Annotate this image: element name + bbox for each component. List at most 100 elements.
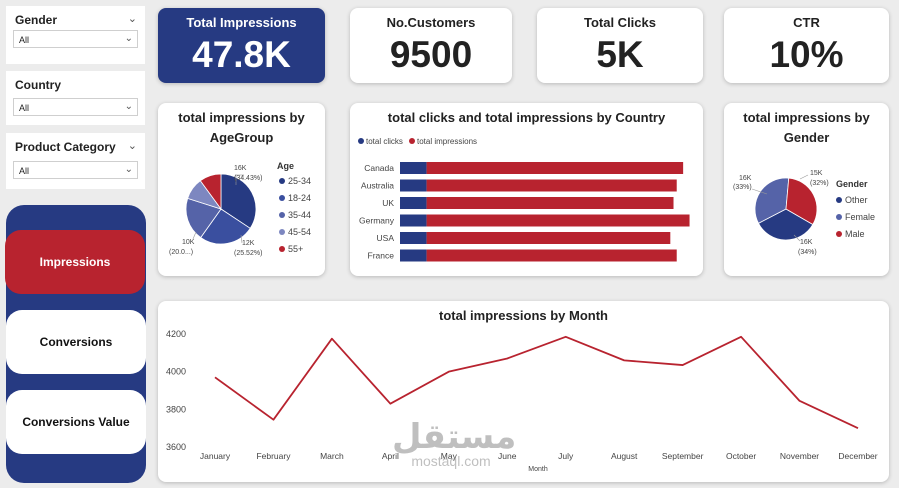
gender-legend-marker — [836, 197, 842, 203]
product-category-select[interactable]: All ⌄ — [13, 161, 138, 179]
conversions-value-nav-button[interactable]: Conversions Value — [6, 390, 146, 454]
legend-label: total impressions — [417, 137, 477, 146]
country-bar-total-impressions[interactable] — [426, 232, 671, 244]
x-axis-title: Month — [528, 466, 548, 473]
country-bar-total-clicks[interactable] — [400, 214, 427, 227]
month-line-chart: 3600 3800 4000 4200 January February March Apri… — [166, 329, 878, 473]
age-data-label-value: 10K — [182, 239, 195, 246]
legend-marker-clicks — [358, 138, 364, 144]
watermark-arabic: مستقل — [392, 417, 517, 457]
month-series-line — [214, 335, 859, 429]
kpi-total-impressions: Total Impressions 47.8K — [158, 8, 325, 83]
gender-data-label-pct: (32%) — [810, 180, 829, 187]
gender-data-label-pct: (33%) — [733, 184, 752, 191]
country-tick-label: France — [368, 251, 395, 261]
x-tick-label: April — [382, 451, 399, 461]
gender-slicer[interactable]: Gender ⌄ All ⌄ — [6, 6, 145, 64]
age-slice-18-24[interactable] — [200, 208, 251, 245]
age-slice-55+[interactable] — [199, 173, 222, 211]
x-tick-label: October — [726, 451, 756, 461]
age-legend-marker — [279, 178, 285, 184]
kpi-value: 9500 — [389, 34, 473, 75]
age-slice-35-44[interactable] — [185, 197, 222, 239]
country-bar-total-impressions[interactable] — [426, 179, 677, 192]
conversions-value-nav-label: Conversions Value — [22, 415, 130, 429]
legend-label: total clicks — [366, 137, 403, 146]
country-bar-total-impressions[interactable] — [426, 249, 677, 262]
age-legend-label: 45-54 — [288, 227, 311, 237]
x-tick-label: March — [320, 451, 344, 461]
country-bar-total-clicks[interactable] — [400, 162, 427, 174]
country-bar-total-impressions[interactable] — [426, 162, 684, 174]
impressions-nav-label: Impressions — [39, 255, 111, 269]
country-chart-card: total clicks and total impressions by Co… — [350, 103, 703, 276]
gender-chart-card: total impressions by Gender 16K (33%) 15… — [724, 103, 889, 276]
chart-title: total impressions by Gender — [724, 108, 889, 148]
chart-title-line: total impressions by — [178, 110, 305, 125]
age-data-label-value: 12K — [242, 240, 255, 247]
country-select-value: All — [19, 103, 30, 113]
conversions-nav-button[interactable]: Conversions — [6, 310, 146, 374]
country-tick-label: Germany — [359, 216, 395, 226]
gender-data-label-value: 16K — [739, 175, 752, 182]
kpi-value: 5K — [596, 34, 644, 75]
x-tick-label: May — [441, 451, 458, 461]
x-tick-label: January — [200, 451, 231, 461]
x-tick-label: December — [838, 451, 877, 461]
country-tick-label: UK — [382, 198, 394, 208]
product-category-slicer[interactable]: Product Category ⌄ All ⌄ — [6, 133, 145, 189]
y-tick-label: 4000 — [166, 367, 186, 377]
gender-pie-chart: 16K (33%) 15K (32%) 16K (34%) Gender Oth… — [733, 170, 875, 256]
age-pie-chart: 16K (34.43%) 12K (25.52%) 10K (20.0...) … — [169, 161, 311, 257]
country-slicer-title: Country — [15, 78, 61, 92]
product-category-slicer-title: Product Category — [15, 140, 116, 154]
country-bar-total-clicks[interactable] — [400, 179, 427, 192]
x-tick-label: November — [780, 451, 819, 461]
impressions-nav-button[interactable]: Impressions — [5, 230, 145, 294]
dropdown-arrow-icon[interactable]: ⌄ — [124, 101, 133, 112]
gender-data-label-pct: (34%) — [798, 249, 817, 256]
age-group-chart-card: total impressions by AgeGroup 16K (34.43… — [158, 103, 325, 276]
chart-title: total impressions by Month — [438, 308, 608, 323]
country-select[interactable]: All ⌄ — [13, 98, 138, 116]
x-tick-label: July — [558, 451, 574, 461]
gender-select-value: All — [19, 35, 30, 45]
y-tick-label: 4200 — [166, 329, 186, 339]
month-chart-card: total impressions by Month 3600 3800 4000 4… — [158, 301, 889, 482]
age-legend-label: 55+ — [288, 244, 303, 254]
y-tick-label: 3600 — [166, 442, 186, 452]
country-bar-total-impressions[interactable] — [426, 197, 674, 209]
kpi-title: Total Impressions — [186, 15, 297, 30]
age-legend-label: 18-24 — [288, 193, 311, 203]
age-data-label-pct: (20.0...) — [169, 249, 193, 256]
gender-slice-Male[interactable] — [785, 177, 818, 226]
conversions-nav-label: Conversions — [39, 335, 113, 349]
y-tick-label: 3800 — [166, 404, 186, 414]
country-bar-total-clicks[interactable] — [400, 249, 427, 262]
chevron-down-icon[interactable]: ⌄ — [127, 140, 137, 152]
kpi-ctr: CTR 10% — [724, 8, 889, 83]
x-tick-label: June — [498, 451, 517, 461]
chart-title: total clicks and total impressions by Co… — [387, 110, 666, 125]
age-legend-title: Age — [277, 161, 294, 171]
dropdown-arrow-icon[interactable]: ⌄ — [124, 33, 133, 44]
chart-title-line: Gender — [783, 130, 830, 145]
country-tick-label: Australia — [361, 181, 394, 191]
gender-data-label-value: 15K — [810, 170, 823, 177]
dropdown-arrow-icon[interactable]: ⌄ — [124, 164, 133, 175]
chevron-down-icon[interactable]: ⌄ — [127, 13, 137, 25]
country-bar-total-clicks[interactable] — [400, 197, 427, 209]
age-legend-marker — [279, 212, 285, 218]
kpi-total-clicks: Total Clicks 5K — [537, 8, 703, 83]
country-bar-total-impressions[interactable] — [426, 214, 690, 227]
country-slicer[interactable]: Country All ⌄ — [6, 71, 145, 125]
kpi-title: Total Clicks — [583, 15, 656, 30]
navigation-panel: Impressions Conversions Conversions Valu… — [5, 205, 146, 483]
age-data-label-value: 16K — [234, 165, 247, 172]
gender-slicer-title: Gender — [15, 13, 58, 27]
gender-select[interactable]: All ⌄ — [13, 30, 138, 48]
x-tick-label: February — [256, 451, 291, 461]
age-legend-label: 35-44 — [288, 210, 311, 220]
country-bar-total-clicks[interactable] — [400, 232, 427, 244]
x-tick-label: August — [611, 451, 638, 461]
